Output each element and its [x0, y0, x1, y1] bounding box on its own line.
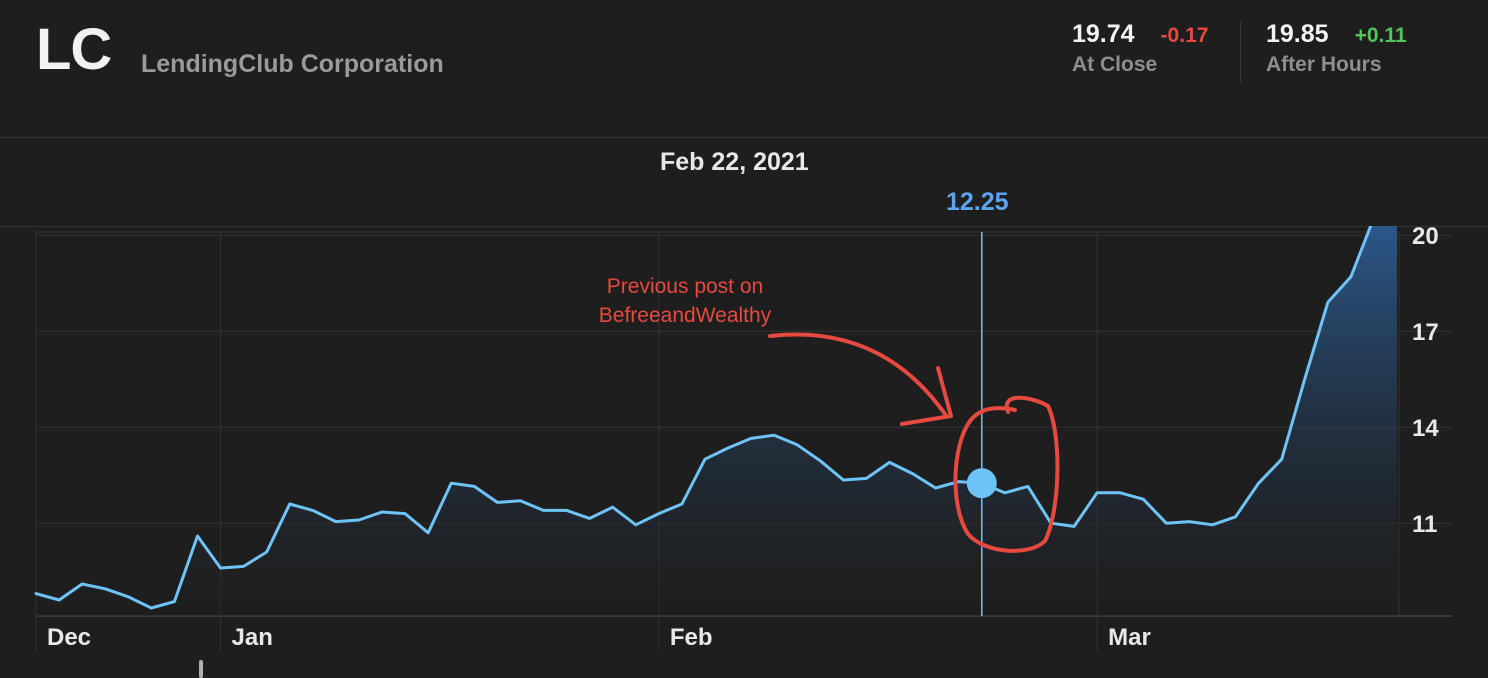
y-tick-label: 17 [1412, 319, 1439, 346]
after-hours-label: After Hours [1266, 53, 1382, 76]
header-divider [0, 137, 1488, 138]
annotation-text: Previous post on BefreeandWealthy [520, 272, 850, 330]
annotation-arrowhead [900, 366, 953, 426]
y-tick-label: 14 [1412, 415, 1439, 442]
close-change: -0.17 [1160, 24, 1209, 47]
annotation-line-2: BefreeandWealthy [598, 304, 772, 327]
price-line [34, 226, 1373, 610]
price-chart[interactable]: 20 17 14 11 Dec Jan Feb Mar [0, 226, 1488, 666]
x-tick-label: Feb [670, 624, 713, 651]
close-price: 19.74 [1072, 20, 1135, 48]
ticker-symbol: LC [36, 17, 112, 82]
company-name: LendingClub Corporation [141, 50, 444, 78]
close-label: At Close [1072, 53, 1158, 76]
quote-divider [1240, 22, 1241, 82]
after-hours-change: +0.11 [1354, 24, 1407, 47]
annotation-circle [953, 395, 1060, 553]
after-hours-quote: 19.85 +0.11 After Hours [1266, 20, 1407, 77]
selected-price: 12.25 [946, 188, 1009, 216]
price-area [36, 226, 1397, 616]
selected-point-marker[interactable] [966, 468, 997, 499]
annotation-arrow [768, 332, 947, 416]
x-tick-label: Mar [1108, 624, 1151, 651]
y-tick-label: 11 [1412, 511, 1437, 538]
chart-top-divider [0, 226, 1488, 227]
close-quote: 19.74 -0.17 At Close [1072, 20, 1208, 77]
after-hours-price: 19.85 [1266, 20, 1329, 48]
x-tick-label: Dec [47, 624, 91, 651]
x-tick-label: Jan [232, 624, 273, 651]
selected-date: Feb 22, 2021 [660, 148, 809, 176]
y-tick-label: 20 [1412, 226, 1439, 250]
scroll-handle[interactable] [199, 660, 203, 678]
annotation-line-1: Previous post on [606, 275, 764, 298]
quote-header: LC LendingClub Corporation 19.74 -0.17 At… [0, 0, 1488, 138]
